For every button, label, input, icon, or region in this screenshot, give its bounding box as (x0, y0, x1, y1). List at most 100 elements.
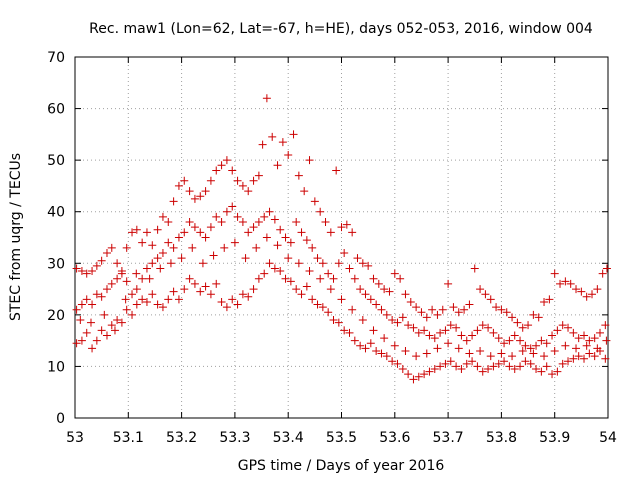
data-point (292, 218, 301, 227)
data-point (602, 336, 611, 345)
data-point (324, 308, 333, 317)
data-point (446, 357, 455, 366)
data-point (572, 285, 581, 294)
data-point (550, 346, 559, 355)
data-point (128, 310, 137, 319)
data-point (457, 331, 466, 340)
data-point (505, 336, 514, 345)
data-point (486, 352, 495, 361)
data-point (422, 349, 431, 358)
data-point (238, 290, 247, 299)
x-tick-label: 53.6 (379, 430, 410, 446)
data-point (382, 352, 391, 361)
data-point (574, 334, 583, 343)
data-point (478, 367, 487, 376)
data-point (82, 328, 91, 337)
data-point (409, 375, 418, 384)
data-point (478, 321, 487, 330)
data-point (500, 339, 509, 348)
data-point (297, 290, 306, 299)
data-point (390, 269, 399, 278)
data-point (326, 228, 335, 237)
data-point (422, 313, 431, 322)
data-point (508, 352, 517, 361)
data-point (244, 187, 253, 196)
data-point (169, 243, 178, 252)
data-point (300, 187, 309, 196)
data-point (260, 212, 269, 221)
data-point (217, 218, 226, 227)
data-point (390, 341, 399, 350)
data-point (433, 344, 442, 353)
data-point (353, 254, 362, 263)
data-point (446, 321, 455, 330)
data-point (420, 370, 429, 379)
data-point (206, 176, 215, 185)
data-point (580, 354, 589, 363)
data-point (77, 267, 86, 276)
data-point (436, 328, 445, 337)
data-point (404, 321, 413, 330)
data-point (97, 326, 106, 335)
data-point (516, 362, 525, 371)
data-point (180, 176, 189, 185)
data-point (188, 243, 197, 252)
data-point (366, 339, 375, 348)
x-tick-label: 53.7 (433, 430, 464, 446)
data-point (185, 274, 194, 283)
data-point (348, 228, 357, 237)
data-point (148, 290, 157, 299)
data-point (222, 207, 231, 216)
data-point (540, 297, 549, 306)
data-point (588, 290, 597, 299)
data-point (348, 305, 357, 314)
data-point (340, 248, 349, 257)
data-point (228, 202, 237, 211)
data-point (72, 339, 81, 348)
data-point (334, 318, 343, 327)
data-point (233, 212, 242, 221)
data-point (521, 341, 530, 350)
data-point (398, 365, 407, 374)
data-point (601, 321, 610, 330)
data-point (481, 290, 490, 299)
data-point (222, 156, 231, 165)
data-point (158, 212, 167, 221)
data-point (494, 334, 503, 343)
data-point (313, 254, 322, 263)
data-point (72, 305, 81, 314)
data-point (409, 323, 418, 332)
data-point (377, 349, 386, 358)
data-point (174, 181, 183, 190)
data-point (382, 310, 391, 319)
data-point (107, 243, 116, 252)
data-point (580, 331, 589, 340)
data-point (465, 349, 474, 358)
data-point (265, 207, 274, 216)
data-point (212, 279, 221, 288)
data-point (388, 357, 397, 366)
data-point (550, 269, 559, 278)
data-point (113, 274, 122, 283)
data-point (593, 285, 602, 294)
data-point (412, 303, 421, 312)
data-point (452, 362, 461, 371)
data-point (420, 326, 429, 335)
data-point (142, 228, 151, 237)
data-point (113, 316, 122, 325)
data-point (316, 207, 325, 216)
data-point (601, 354, 610, 363)
data-point (97, 292, 106, 301)
data-point (156, 264, 165, 273)
data-point (286, 238, 295, 247)
y-tick-label: 10 (47, 359, 65, 375)
data-point (489, 362, 498, 371)
axis-ticks: 53 53.1 53.2 53.3 53.4 53.5 53.6 53.7 53.8 53.9 54… (47, 50, 617, 446)
data-point (598, 269, 607, 278)
data-point (462, 336, 471, 345)
data-point (508, 313, 517, 322)
data-point (138, 274, 147, 283)
data-point (166, 259, 175, 268)
data-point (196, 287, 205, 296)
data-point (260, 269, 269, 278)
